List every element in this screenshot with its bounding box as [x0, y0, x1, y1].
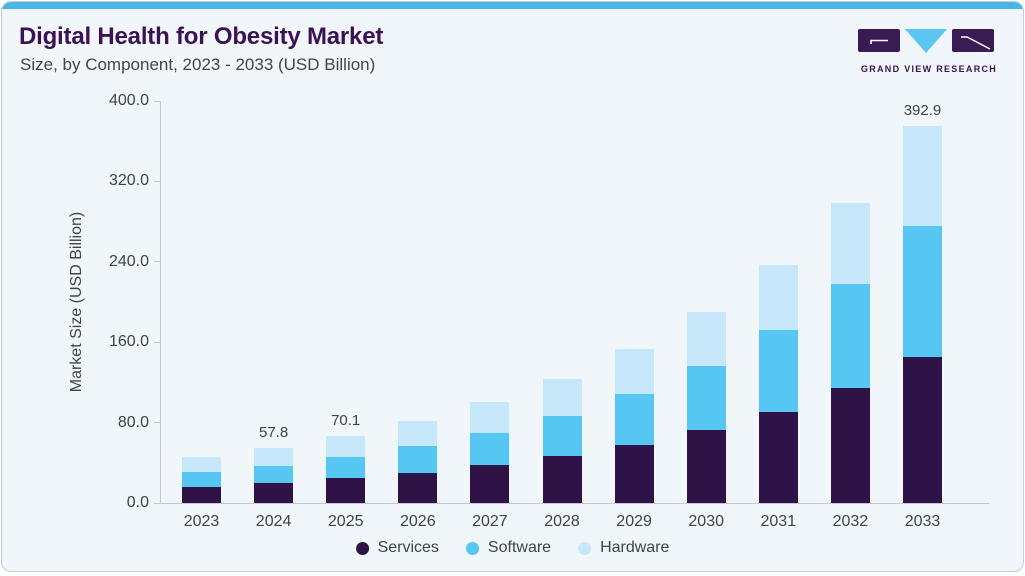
y-axis-tick-mark: [154, 261, 161, 263]
bar-segment-2031-software: [758, 330, 798, 412]
legend-item-software: Software: [465, 539, 552, 557]
x-axis-label-2025: 2025: [327, 513, 364, 530]
legend-label: Hardware: [600, 539, 670, 556]
x-axis-label-2029: 2029: [616, 513, 652, 530]
x-axis-label-2028: 2028: [544, 513, 580, 530]
y-axis-tick-label: 80.0: [117, 413, 149, 431]
x-axis-label-2033: 2033: [904, 513, 941, 530]
page-title: Digital Health for Obesity Market: [19, 23, 384, 50]
bar-segment-2028-services: [542, 456, 582, 503]
bar-segment-2029-services: [614, 444, 654, 503]
y-axis-tick-label: 320.0: [108, 172, 149, 190]
bar-segment-2024-software: [254, 465, 294, 483]
legend-item-hardware: Hardware: [578, 539, 669, 557]
x-axis-label-2031: 2031: [760, 513, 797, 530]
bar-segment-2026-services: [398, 472, 438, 503]
y-axis-tick-label: 240.0: [108, 252, 149, 270]
legend-label: Software: [487, 539, 552, 556]
bar-segment-2032-hardware: [830, 203, 870, 284]
logo-wordmark: GRAND VIEW RESEARCH: [860, 64, 998, 74]
bar-segment-2025-hardware: [326, 435, 366, 458]
legend-dot-icon: [355, 541, 369, 555]
logo-mark-icon: [858, 29, 994, 53]
bar-segment-2030-services: [686, 430, 726, 503]
bar-segment-2028-hardware: [542, 379, 582, 416]
bar-segment-2027-hardware: [470, 402, 510, 433]
y-axis-title: Market Size (USD Billion): [68, 211, 85, 393]
x-axis-label-2026: 2026: [400, 513, 436, 530]
y-axis-tick-mark: [154, 180, 161, 182]
chart-legend: Services Software Hardware: [355, 539, 669, 557]
y-axis-tick-mark: [154, 422, 161, 424]
bar-segment-2023-services: [182, 486, 221, 503]
legend-dot-icon: [465, 541, 479, 555]
bar-total-label-2025: 70.1: [331, 411, 361, 429]
y-axis-tick-label: 160.0: [108, 333, 149, 351]
bar-segment-2025-software: [326, 457, 366, 479]
bar-segment-2030-hardware: [686, 311, 726, 367]
bar-segment-2029-hardware: [614, 349, 654, 394]
bar-segment-2032-software: [830, 283, 870, 388]
bar-segment-2026-software: [398, 446, 438, 473]
stacked-bar-chart-plot-area: Market Size (USD Billion) 0.0 80.0 160.0 24…: [68, 92, 989, 530]
bar-segment-2028-software: [542, 415, 582, 457]
legend-label: Services: [377, 539, 439, 556]
bar-segment-2027-services: [470, 465, 510, 503]
bar-segment-2029-software: [614, 393, 654, 445]
bar-segment-2026-hardware: [398, 421, 438, 447]
bar-segment-2023-hardware: [182, 457, 221, 473]
bar-segment-2024-services: [254, 482, 294, 503]
bar-segment-2033-software: [903, 225, 942, 358]
bar-total-label-2024: 57.8: [258, 423, 289, 441]
y-axis-tick-label: 400.0: [108, 92, 149, 109]
bar-segment-2031-services: [758, 412, 798, 503]
bar-segment-2032-services: [830, 387, 870, 503]
accent-top-strip: [2, 2, 1023, 9]
bar-segment-2033-hardware: [903, 125, 942, 226]
bar-segment-2031-hardware: [758, 264, 798, 331]
x-axis-label-2023: 2023: [183, 513, 220, 530]
bar-segment-2025-services: [326, 478, 366, 503]
x-axis-label-2030: 2030: [688, 513, 724, 530]
x-axis-label-2027: 2027: [472, 513, 508, 530]
bar-segment-2033-services: [903, 357, 942, 503]
x-axis-label-2024: 2024: [255, 513, 292, 530]
legend-item-services: Services: [355, 539, 439, 557]
page-subtitle: Size, by Component, 2023 - 2033 (USD Bil…: [20, 55, 376, 74]
y-axis-tick-mark: [154, 341, 161, 343]
legend-dot-icon: [578, 541, 592, 555]
y-axis-tick-mark: [154, 502, 161, 504]
x-axis-label-2032: 2032: [832, 513, 869, 530]
y-axis-tick-label: 0.0: [126, 494, 149, 511]
bar-segment-2023-software: [182, 472, 221, 487]
bar-segment-2024-hardware: [254, 447, 294, 466]
grand-view-research-logo: GRAND VIEW RESEARCH: [858, 28, 1000, 74]
bar-total-label-2033: 392.9: [903, 101, 942, 119]
y-axis-tick-mark: [154, 100, 161, 102]
bar-segment-2027-software: [470, 432, 510, 466]
bar-segment-2030-software: [686, 366, 726, 431]
